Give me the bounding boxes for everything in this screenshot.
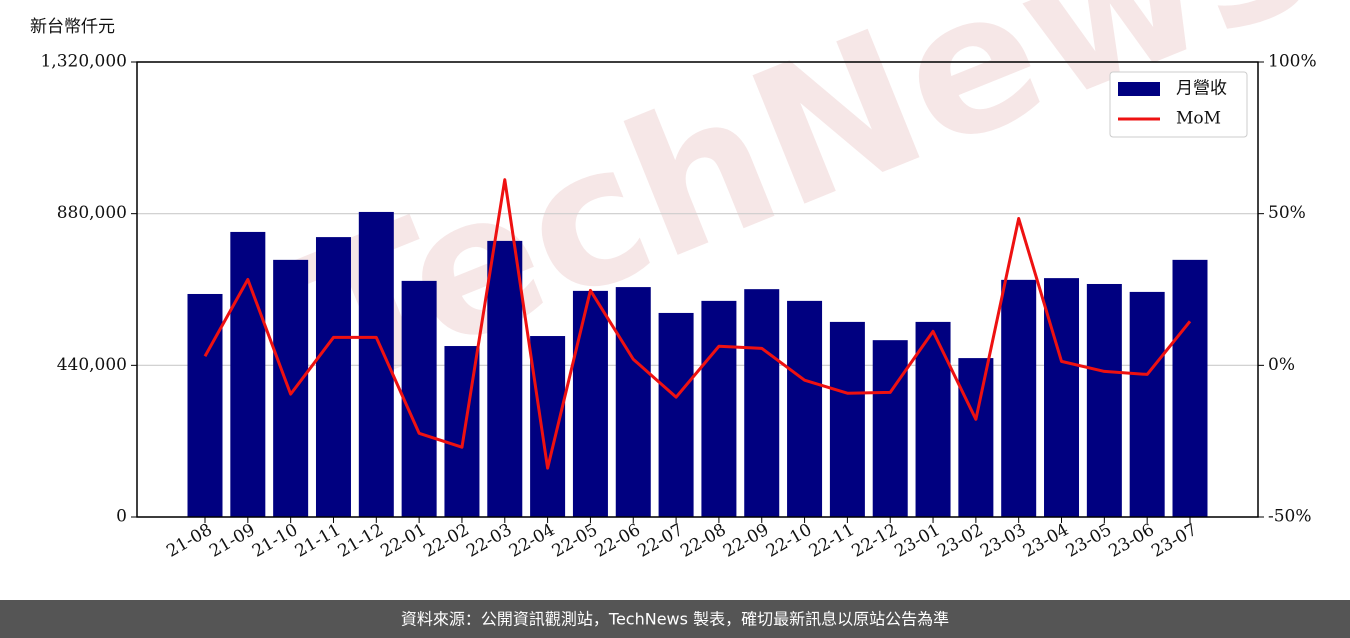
x-tick-label: 22-05 bbox=[549, 520, 601, 562]
x-tick-label: 23-03 bbox=[977, 520, 1029, 562]
x-tick-label: 22-07 bbox=[634, 520, 686, 562]
bar bbox=[658, 312, 694, 517]
x-tick-label: 23-01 bbox=[891, 520, 943, 562]
bar bbox=[187, 293, 223, 517]
x-tick-label: 22-04 bbox=[506, 520, 558, 562]
x-tick-label: 21-08 bbox=[163, 520, 215, 562]
x-tick-label: 23-05 bbox=[1063, 520, 1115, 562]
bar bbox=[273, 259, 309, 517]
y-tick-label: 440,000 bbox=[57, 355, 127, 375]
y-tick-label: 1,320,000 bbox=[40, 52, 127, 72]
footer bbox=[0, 600, 1350, 638]
x-tick-label: 21-09 bbox=[206, 520, 258, 562]
bar bbox=[315, 237, 351, 517]
bar bbox=[487, 240, 523, 518]
legend-swatch bbox=[1118, 82, 1160, 96]
x-tick-label: 23-07 bbox=[1148, 520, 1200, 562]
bar bbox=[230, 231, 266, 517]
bar bbox=[1086, 283, 1122, 517]
x-tick-label: 22-11 bbox=[806, 520, 858, 562]
bar bbox=[1044, 278, 1080, 517]
x-tick-label: 23-04 bbox=[1020, 520, 1072, 562]
bar bbox=[401, 280, 437, 517]
x-tick-label: 21-11 bbox=[292, 520, 344, 562]
x-tick-label: 22-09 bbox=[720, 520, 772, 562]
bar bbox=[1001, 279, 1037, 517]
bar bbox=[829, 321, 865, 517]
bar bbox=[572, 290, 608, 517]
x-tick-label: 21-12 bbox=[335, 520, 387, 562]
source-note: 資料來源：公開資訊觀測站，TechNews 製表，確切最新訊息以原站公告為準 bbox=[401, 610, 949, 629]
x-tick-label: 22-03 bbox=[463, 520, 515, 562]
x-tick-label: 22-08 bbox=[677, 520, 729, 562]
line bbox=[203, 178, 1192, 470]
bar bbox=[1172, 259, 1208, 517]
bar bbox=[615, 287, 651, 517]
x-tick-label: 23-06 bbox=[1105, 520, 1157, 562]
plot-frame bbox=[136, 61, 1259, 518]
y2-tick-label: -50% bbox=[1268, 507, 1312, 527]
bar bbox=[787, 300, 823, 517]
x-tick-label: 22-01 bbox=[377, 520, 429, 562]
bar bbox=[530, 336, 566, 517]
x-tick-label: 22-02 bbox=[420, 520, 472, 562]
x-tick-label: 22-12 bbox=[849, 520, 901, 562]
x-tick-label: 22-06 bbox=[592, 520, 644, 562]
legend-label: 月營收 bbox=[1176, 79, 1227, 99]
y-tick-label: 880,000 bbox=[57, 203, 127, 223]
y-axis-label: 新台幣仟元 bbox=[30, 17, 115, 37]
bar bbox=[958, 358, 994, 517]
y2-tick-label: 100% bbox=[1268, 52, 1317, 72]
x-tick-label: 22-10 bbox=[763, 520, 815, 562]
y-tick-label: 0 bbox=[116, 507, 127, 527]
legend-label: MoM bbox=[1176, 109, 1221, 129]
bar bbox=[744, 289, 780, 517]
y2-tick-label: 0% bbox=[1268, 355, 1295, 375]
bar bbox=[1129, 291, 1165, 517]
y2-tick-label: 50% bbox=[1268, 203, 1306, 223]
x-tick-label: 23-02 bbox=[934, 520, 986, 562]
x-tick-label: 21-10 bbox=[249, 520, 301, 562]
bar bbox=[701, 300, 737, 517]
bar bbox=[872, 340, 908, 517]
